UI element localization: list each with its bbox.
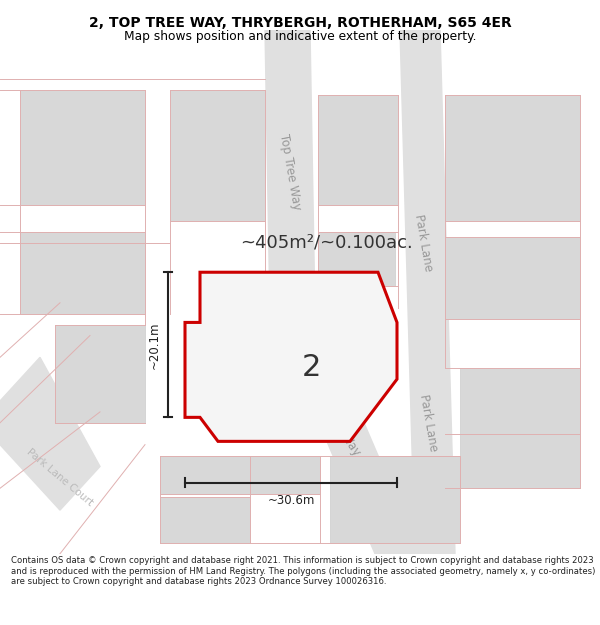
Polygon shape [318,96,398,204]
Polygon shape [55,324,145,422]
Polygon shape [330,456,460,543]
Text: ~405m²/~0.100ac.: ~405m²/~0.100ac. [240,234,413,252]
Text: Top Tree Way: Top Tree Way [277,132,303,211]
Polygon shape [185,272,397,441]
Polygon shape [445,96,580,221]
Text: ~20.1m: ~20.1m [148,321,161,369]
Polygon shape [445,238,580,319]
Polygon shape [400,30,455,554]
Text: Contains OS data © Crown copyright and database right 2021. This information is : Contains OS data © Crown copyright and d… [11,556,595,586]
Polygon shape [20,232,145,314]
Polygon shape [0,357,100,510]
Text: 2, TOP TREE WAY, THRYBERGH, ROTHERHAM, S65 4ER: 2, TOP TREE WAY, THRYBERGH, ROTHERHAM, S… [89,16,511,30]
Text: Park Lane: Park Lane [416,393,439,452]
Polygon shape [270,308,420,554]
Polygon shape [460,368,580,488]
Text: ~30.6m: ~30.6m [268,494,314,507]
Text: 2: 2 [301,353,320,382]
Text: Map shows position and indicative extent of the property.: Map shows position and indicative extent… [124,30,476,43]
Polygon shape [20,90,145,204]
Polygon shape [160,497,250,543]
Polygon shape [170,90,265,221]
Text: Park Lane Court: Park Lane Court [25,447,95,508]
Text: Top Tree Way: Top Tree Way [308,388,362,458]
Polygon shape [318,232,395,286]
Polygon shape [160,456,320,494]
Polygon shape [265,30,315,314]
Text: Park Lane: Park Lane [412,213,434,272]
